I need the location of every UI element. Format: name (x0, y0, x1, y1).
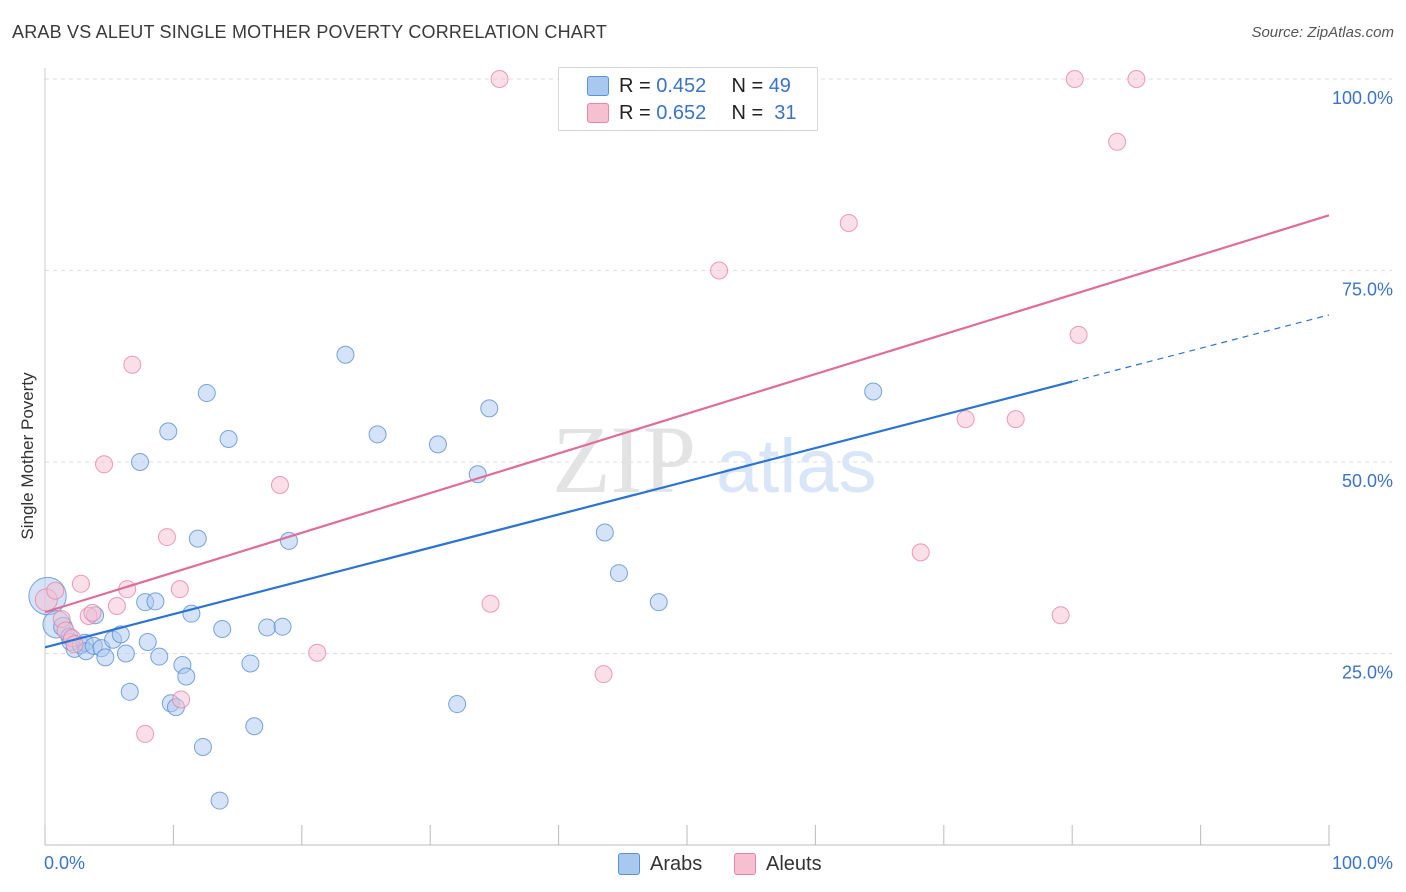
arab-point-46 (609, 564, 628, 583)
y-tick-label-100: 100.0% (1332, 88, 1393, 108)
arab-point-43 (468, 465, 487, 484)
aleut-point-17 (270, 475, 289, 494)
aleut-point-12 (123, 355, 142, 374)
arab-point-33 (219, 430, 238, 449)
arab-point-34 (241, 654, 260, 673)
aleut-point-15 (170, 580, 189, 599)
arab-point-42 (448, 695, 467, 714)
aleuts-swatch (587, 103, 609, 123)
trend-lines (44, 214, 1330, 649)
arab-point-31 (210, 791, 229, 810)
arab-point-39 (336, 345, 355, 364)
aleut-point-18 (308, 643, 327, 662)
aleut-point-31 (1127, 70, 1146, 88)
aleuts-n-label: N = (731, 102, 769, 124)
aleut-point-16 (172, 690, 191, 709)
arab-point-32 (213, 619, 232, 638)
arab-point-26 (177, 667, 196, 686)
aleut-point-14 (157, 528, 176, 547)
arab-point-37 (273, 617, 292, 636)
series-legend: Arabs Aleuts (0, 851, 1406, 877)
arab-trend-line (44, 380, 1073, 649)
arab-point-47 (649, 593, 668, 612)
arab-point-29 (193, 737, 212, 756)
arab-point-44 (480, 399, 499, 418)
arab-point-16 (120, 682, 139, 701)
grid-lines (45, 78, 1392, 654)
data-points (28, 70, 1146, 810)
legend-aleuts-swatch (734, 853, 756, 875)
axes (44, 68, 1330, 846)
arabs-swatch (587, 76, 609, 96)
arab-point-45 (595, 523, 614, 542)
arab-point-22 (159, 422, 178, 441)
arab-point-35 (245, 717, 264, 736)
legend-aleuts-label: Aleuts (766, 853, 822, 875)
aleut-point-28 (1065, 70, 1084, 88)
aleut-point-13 (136, 724, 155, 743)
aleut-point-23 (839, 214, 858, 233)
arabs-r-value: 0.452 (656, 75, 707, 97)
arab-point-38 (279, 531, 298, 550)
aleut-point-19 (481, 594, 500, 613)
aleut-point-1 (46, 581, 65, 600)
aleut-point-21 (594, 665, 613, 684)
aleut-point-6 (71, 574, 90, 593)
stats-legend: R = 0.452 N = 49 R = 0.652 N = 31 (558, 67, 818, 131)
y-tick-label-75: 75.0% (1342, 280, 1393, 300)
aleuts-n-value: 31 (774, 102, 797, 124)
aleut-point-9 (95, 455, 114, 474)
aleuts-r-value: 0.652 (656, 102, 707, 124)
aleuts-r-label: R = (619, 102, 657, 124)
legend-arabs-label: Arabs (650, 853, 703, 875)
arab-point-48 (864, 382, 883, 401)
arab-point-12 (96, 648, 115, 667)
aleut-point-29 (1069, 325, 1088, 344)
y-tick-label-50: 50.0% (1342, 471, 1393, 491)
x-tick-label-max: 100.0% (1332, 853, 1393, 873)
arab-point-30 (197, 384, 216, 403)
aleut-point-30 (1108, 132, 1127, 151)
aleut-point-26 (1006, 410, 1025, 429)
aleut-point-24 (911, 543, 930, 562)
arab-point-36 (258, 618, 277, 637)
tick-labels: 25.0% 50.0% 75.0% 100.0% 0.0% 100.0% (44, 88, 1393, 873)
arabs-n-label: N = (731, 75, 769, 97)
watermark-zip: ZIP (552, 406, 696, 513)
arab-point-15 (116, 644, 135, 663)
arab-point-40 (368, 425, 387, 444)
aleut-point-10 (107, 597, 126, 616)
aleut-point-27 (1051, 606, 1070, 625)
arabs-r-label: R = (619, 75, 657, 97)
arab-point-41 (428, 435, 447, 454)
aleut-point-20 (490, 70, 509, 88)
source-label: Source: ZipAtlas.com (1251, 24, 1394, 41)
arab-point-20 (146, 592, 165, 611)
y-axis-label: Single Mother Poverty (18, 372, 37, 540)
arab-point-14 (111, 625, 130, 644)
arabs-n-value: 49 (768, 75, 791, 97)
aleut-trend-line (44, 214, 1330, 614)
arab-point-21 (150, 647, 169, 666)
arab-point-17 (131, 453, 150, 471)
x-tick-label-min: 0.0% (44, 853, 85, 873)
arab-trend-extension (1072, 314, 1330, 383)
aleut-point-25 (956, 410, 975, 429)
aleut-point-8 (83, 603, 102, 622)
watermark: ZIP atlas (552, 406, 877, 513)
aleut-point-22 (710, 261, 729, 280)
y-tick-label-25: 25.0% (1342, 663, 1393, 683)
legend-arabs-swatch (618, 853, 640, 875)
arab-point-28 (188, 529, 207, 548)
arab-point-19 (138, 633, 157, 652)
chart-title: ARAB VS ALEUT SINGLE MOTHER POVERTY CORR… (12, 22, 608, 42)
